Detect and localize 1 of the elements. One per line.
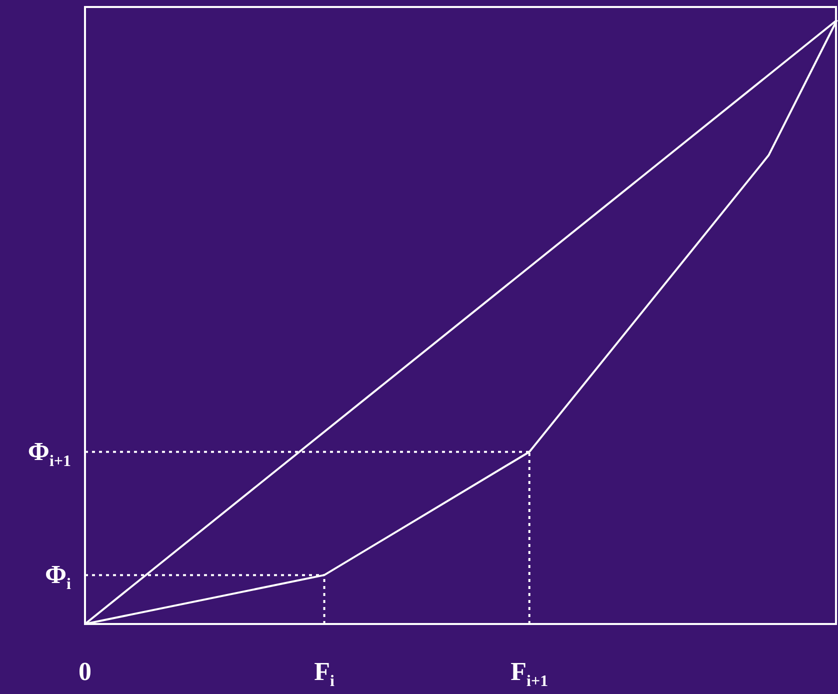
x-tick-label: 0 bbox=[78, 657, 92, 686]
